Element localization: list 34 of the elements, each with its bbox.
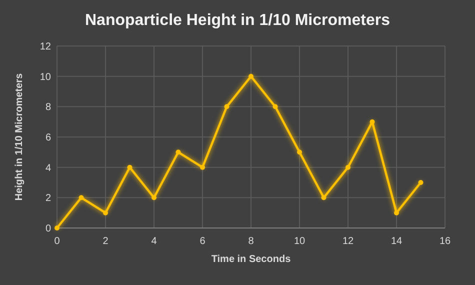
y-tick-label: 12 xyxy=(40,42,52,52)
y-tick-label: 0 xyxy=(45,224,52,234)
point xyxy=(370,119,375,124)
x-tick-label: 0 xyxy=(54,236,60,247)
y-tick-label: 6 xyxy=(45,132,52,144)
y-tick-label: 10 xyxy=(40,72,52,83)
y-tick-label: 4 xyxy=(45,162,52,174)
point xyxy=(200,164,205,170)
point xyxy=(152,195,156,200)
y-tick-label: 2 xyxy=(45,193,52,204)
y-axis-title: Height in 1/10 Micrometers xyxy=(14,72,25,201)
x-tick-label: 8 xyxy=(248,236,254,247)
x-tick-label: 12 xyxy=(342,236,354,247)
point xyxy=(297,150,302,155)
point xyxy=(54,226,60,230)
x-tick-label: 2 xyxy=(102,236,109,247)
point xyxy=(224,104,230,110)
point xyxy=(272,104,278,110)
chart-title: Nanoparticle Height in 1/10 Micrometers xyxy=(85,12,390,29)
x-axis-title: Time in Seconds xyxy=(211,254,292,265)
point xyxy=(346,164,350,170)
x-tick-label: 14 xyxy=(390,236,402,247)
x-tick-label: 10 xyxy=(294,236,306,247)
point xyxy=(127,164,132,170)
point xyxy=(248,74,254,79)
point xyxy=(176,150,181,155)
y-tick-label: 8 xyxy=(45,102,52,114)
x-tick-label: 16 xyxy=(439,236,451,247)
x-tick-label: 4 xyxy=(151,236,158,247)
x-tick-label: 6 xyxy=(200,236,206,247)
point xyxy=(321,195,326,200)
point xyxy=(418,180,424,185)
point xyxy=(103,210,108,216)
point xyxy=(78,195,84,200)
